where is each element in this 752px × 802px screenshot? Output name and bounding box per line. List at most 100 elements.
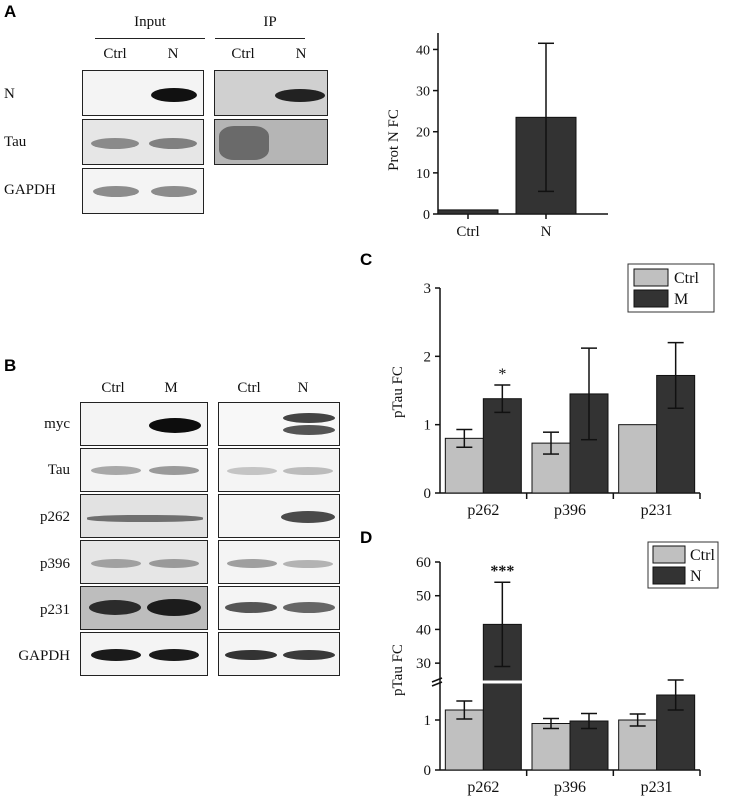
chart-d: 0 1 30 40 50 60 *** p262 p396 p231 Ctrl N pTau FC xyxy=(390,541,719,796)
band xyxy=(149,138,197,149)
panel-label-a: A xyxy=(4,2,17,21)
chart-a-ytick-label: 30 xyxy=(416,85,430,100)
chart-d-category-label: p231 xyxy=(641,779,673,796)
band xyxy=(283,650,335,660)
a-blot-input-gapdh xyxy=(82,168,204,214)
band xyxy=(91,138,139,149)
a-lane-ctrl-ip: Ctrl xyxy=(231,46,255,62)
chart-d-axis-break xyxy=(431,681,443,687)
chart-c-legend-swatch xyxy=(633,289,669,308)
a-blot-input-tau xyxy=(82,119,204,165)
b-row-label-p262: p262 xyxy=(40,509,70,525)
b-row-label-gapdh: GAPDH xyxy=(18,648,70,664)
a-blot-ip-n xyxy=(214,70,328,116)
input-group-label: Input xyxy=(134,14,166,30)
chart-d-ytick-label: 0 xyxy=(424,763,432,779)
band xyxy=(87,515,203,522)
a-lane-ctrl-input: Ctrl xyxy=(103,46,127,62)
chart-d-significance: *** xyxy=(490,563,514,580)
chart-c-significance: * xyxy=(498,366,506,383)
b-blot-left-tau xyxy=(80,448,208,492)
chart-c-category-label: p231 xyxy=(641,502,673,519)
band xyxy=(93,186,139,197)
b-lane-n-right: N xyxy=(297,380,309,396)
panel-label-c: C xyxy=(360,250,373,269)
band xyxy=(283,602,335,613)
band xyxy=(275,89,325,102)
b-blot-left-p396 xyxy=(80,540,208,584)
chart-c-ytick-label: 3 xyxy=(424,281,432,297)
b-blot-left-gapdh xyxy=(80,632,208,676)
chart-d-legend-label: Ctrl xyxy=(690,547,715,564)
chart-d-legend-label: N xyxy=(690,568,702,585)
chart-d-ytick-label: 40 xyxy=(416,622,431,638)
band xyxy=(91,466,141,475)
band xyxy=(281,511,335,523)
b-blot-right-gapdh xyxy=(218,632,340,676)
chart-d-axis-break xyxy=(431,677,443,683)
band xyxy=(91,559,141,568)
panel-label-d: D xyxy=(360,528,373,547)
chart-d-ytick-label: 1 xyxy=(424,713,432,729)
band xyxy=(225,650,277,660)
panel-label-b: B xyxy=(4,356,17,375)
b-lane-m-left: M xyxy=(164,380,178,396)
chart-a-ylabel: Prot N FC xyxy=(386,109,402,171)
b-row-label-tau: Tau xyxy=(47,462,70,478)
a-lane-n-input: N xyxy=(167,46,179,62)
chart-a-ytick-label: 0 xyxy=(423,208,430,223)
chart-c: 0 1 2 3 * p262 p396 p231 Ctrl M pTau FC xyxy=(390,263,715,519)
band xyxy=(283,413,335,423)
chart-d-ytick-label: 60 xyxy=(416,555,431,571)
b-blot-right-p262 xyxy=(218,494,340,538)
chart-a-bar xyxy=(437,209,499,215)
band xyxy=(149,559,199,568)
a-lane-n-ip: N xyxy=(295,46,307,62)
b-blot-right-p396 xyxy=(218,540,340,584)
band xyxy=(149,418,201,433)
chart-d-bar xyxy=(531,723,571,771)
band xyxy=(151,88,197,102)
b-blot-left-p231 xyxy=(80,586,208,630)
a-row-label-n: N xyxy=(4,86,15,102)
band xyxy=(227,559,277,568)
chart-c-bar xyxy=(618,424,658,494)
band xyxy=(283,467,333,475)
chart-d-category-label: p396 xyxy=(554,779,586,796)
chart-c-ylabel: pTau FC xyxy=(390,366,406,418)
ip-group-line xyxy=(215,38,305,39)
ip-group-label: IP xyxy=(263,14,277,30)
chart-d-ytick-label: 30 xyxy=(416,656,431,672)
band xyxy=(89,600,141,615)
b-row-label-p396: p396 xyxy=(40,556,70,572)
chart-c-ytick-label: 2 xyxy=(424,349,432,365)
chart-d-ylabel: pTau FC xyxy=(390,644,406,696)
band xyxy=(147,599,201,616)
chart-a-category-label: Ctrl xyxy=(456,224,479,240)
band xyxy=(149,466,199,475)
b-blot-left-p262 xyxy=(80,494,208,538)
chart-d-legend-swatch xyxy=(652,566,686,585)
band xyxy=(151,186,197,197)
b-blot-right-tau xyxy=(218,448,340,492)
chart-d-legend-swatch xyxy=(652,545,686,564)
chart-a-ytick-label: 40 xyxy=(416,43,430,58)
a-blot-ip-tau xyxy=(214,119,328,165)
chart-c-legend-label: M xyxy=(674,291,688,308)
b-blot-left-myc xyxy=(80,402,208,446)
chart-d-ytick-label: 50 xyxy=(416,589,431,605)
band xyxy=(227,467,277,475)
band xyxy=(225,602,277,613)
b-lane-ctrl-left: Ctrl xyxy=(101,380,125,396)
b-row-label-myc: myc xyxy=(44,416,70,432)
chart-a-ytick-label: 20 xyxy=(416,126,430,141)
chart-d-bar xyxy=(618,719,658,771)
band xyxy=(219,126,269,160)
a-blot-input-n xyxy=(82,70,204,116)
input-group-line xyxy=(95,38,205,39)
b-row-label-p231: p231 xyxy=(40,602,70,618)
chart-a-ytick-label: 10 xyxy=(416,167,430,182)
a-row-label-tau: Tau xyxy=(4,134,27,150)
